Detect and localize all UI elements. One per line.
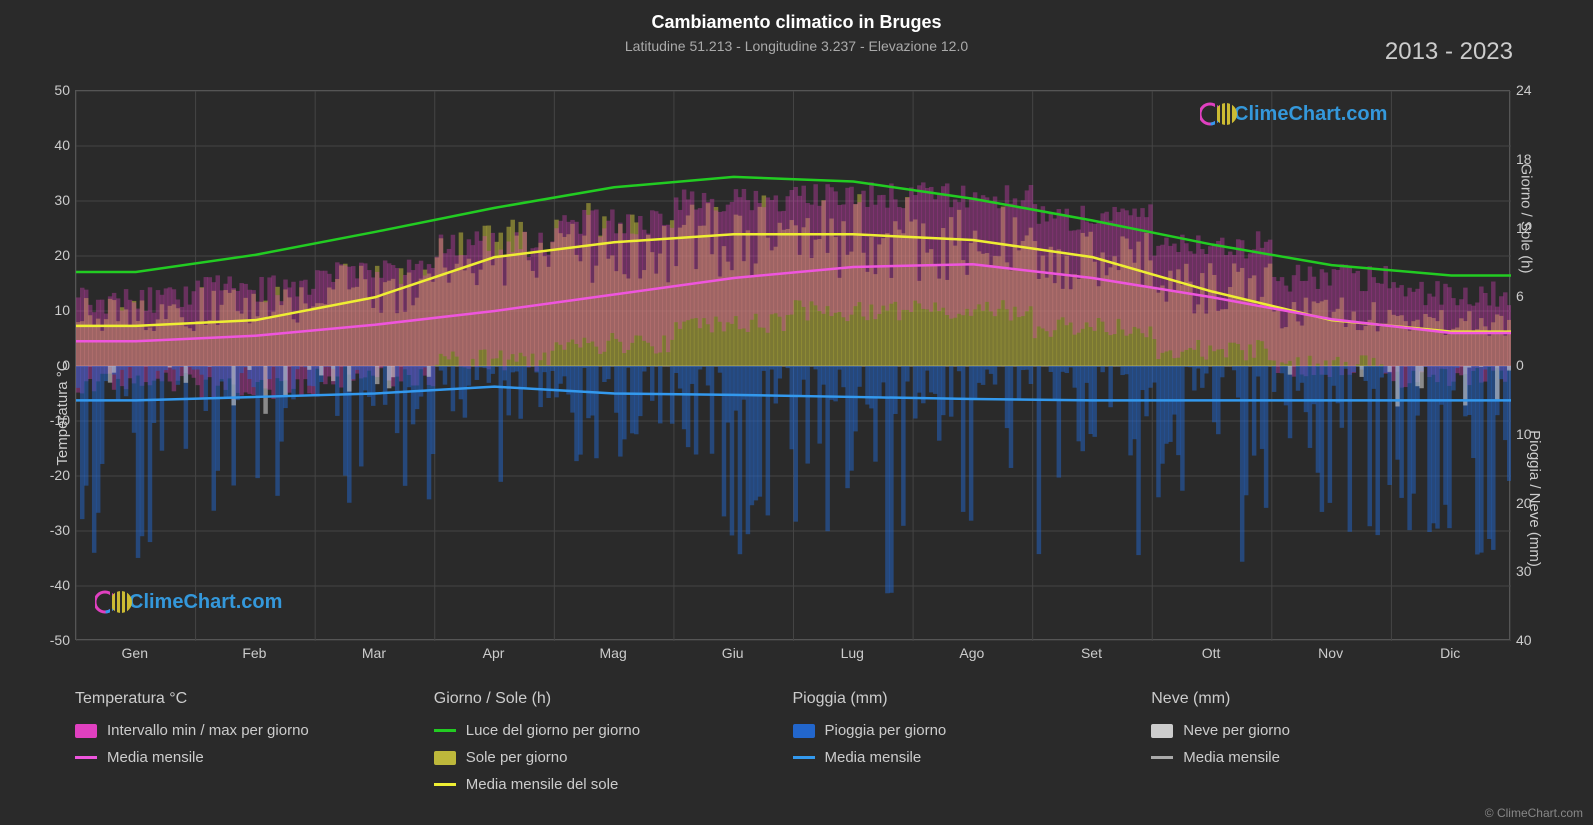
- legend-line-icon: [434, 783, 456, 786]
- legend-label: Media mensile del sole: [466, 776, 619, 793]
- legend-header: Neve (mm): [1151, 690, 1510, 708]
- legend-header: Pioggia (mm): [793, 690, 1152, 708]
- tick-mm: 10: [1516, 426, 1556, 442]
- legend-item: Sole per giorno: [434, 749, 793, 766]
- legend-column: Pioggia (mm) Pioggia per giorno Media mens…: [793, 690, 1152, 803]
- legend-label: Luce del giorno per giorno: [466, 722, 640, 739]
- tick-mm: 20: [1516, 495, 1556, 511]
- month-label: Apr: [483, 645, 505, 661]
- month-label: Nov: [1318, 645, 1343, 661]
- month-label: Set: [1081, 645, 1102, 661]
- tick-temp: 20: [30, 247, 70, 263]
- legend-column: Neve (mm) Neve per giorno Media mensile: [1151, 690, 1510, 803]
- legend-item: Media mensile del sole: [434, 776, 793, 793]
- month-label: Lug: [841, 645, 864, 661]
- legend-label: Media mensile: [1183, 749, 1280, 766]
- legend-item: Media mensile: [75, 749, 434, 766]
- tick-temp: -40: [30, 577, 70, 593]
- tick-hours: 24: [1516, 82, 1556, 98]
- year-range: 2013 - 2023: [1385, 38, 1513, 66]
- legend-item: Intervallo min / max per giorno: [75, 722, 434, 739]
- legend-label: Intervallo min / max per giorno: [107, 722, 309, 739]
- legend-header: Giorno / Sole (h): [434, 690, 793, 708]
- legend-label: Media mensile: [825, 749, 922, 766]
- tick-temp: -20: [30, 467, 70, 483]
- tick-temp: 30: [30, 192, 70, 208]
- legend-swatch-icon: [793, 724, 815, 738]
- copyright: © ClimeChart.com: [1485, 806, 1583, 820]
- chart-title: Cambiamento climatico in Bruges: [651, 12, 941, 33]
- legend-label: Neve per giorno: [1183, 722, 1290, 739]
- tick-temp: 50: [30, 82, 70, 98]
- tick-hours: 6: [1516, 288, 1556, 304]
- legend-item: Luce del giorno per giorno: [434, 722, 793, 739]
- legend-swatch-icon: [434, 751, 456, 765]
- tick-temp: 0: [30, 357, 70, 373]
- month-label: Gen: [122, 645, 148, 661]
- climechart-logo-icon: [95, 588, 123, 616]
- legend-swatch-icon: [75, 724, 97, 738]
- tick-mm: 30: [1516, 563, 1556, 579]
- watermark-text: ClimeChart.com: [1234, 103, 1387, 126]
- legend-swatch-icon: [1151, 724, 1173, 738]
- legend-column: Temperatura °C Intervallo min / max per g…: [75, 690, 434, 803]
- legend-item: Pioggia per giorno: [793, 722, 1152, 739]
- legend: Temperatura °C Intervallo min / max per g…: [75, 690, 1510, 803]
- month-label: Giu: [722, 645, 744, 661]
- tick-temp: 10: [30, 302, 70, 318]
- climechart-logo-icon: [1200, 100, 1228, 128]
- chart-subtitle: Latitudine 51.213 - Longitudine 3.237 - …: [625, 38, 968, 54]
- tick-temp: -10: [30, 412, 70, 428]
- legend-label: Sole per giorno: [466, 749, 568, 766]
- tick-temp: -50: [30, 632, 70, 648]
- tick-temp: 40: [30, 137, 70, 153]
- legend-item: Media mensile: [793, 749, 1152, 766]
- month-label: Feb: [242, 645, 266, 661]
- tick-hours: 0: [1516, 357, 1556, 373]
- axis-label-daylight: Giorno / Sole (h): [1517, 163, 1534, 273]
- legend-label: Pioggia per giorno: [825, 722, 947, 739]
- chart-plot-area: [75, 90, 1510, 640]
- legend-label: Media mensile: [107, 749, 204, 766]
- month-label: Dic: [1440, 645, 1460, 661]
- chart-svg: [76, 91, 1511, 641]
- tick-hours: 12: [1516, 220, 1556, 236]
- month-label: Mar: [362, 645, 386, 661]
- legend-line-icon: [434, 729, 456, 732]
- legend-header: Temperatura °C: [75, 690, 434, 708]
- month-label: Ago: [959, 645, 984, 661]
- watermark-text: ClimeChart.com: [129, 591, 282, 614]
- legend-line-icon: [793, 756, 815, 759]
- legend-line-icon: [75, 756, 97, 759]
- tick-temp: -30: [30, 522, 70, 538]
- legend-line-icon: [1151, 756, 1173, 759]
- legend-column: Giorno / Sole (h) Luce del giorno per gio…: [434, 690, 793, 803]
- tick-mm: 40: [1516, 632, 1556, 648]
- watermark-top: ClimeChart.com: [1200, 100, 1387, 128]
- month-label: Mag: [600, 645, 627, 661]
- legend-item: Media mensile: [1151, 749, 1510, 766]
- tick-hours: 18: [1516, 151, 1556, 167]
- legend-item: Neve per giorno: [1151, 722, 1510, 739]
- watermark-bottom: ClimeChart.com: [95, 588, 282, 616]
- month-label: Ott: [1202, 645, 1221, 661]
